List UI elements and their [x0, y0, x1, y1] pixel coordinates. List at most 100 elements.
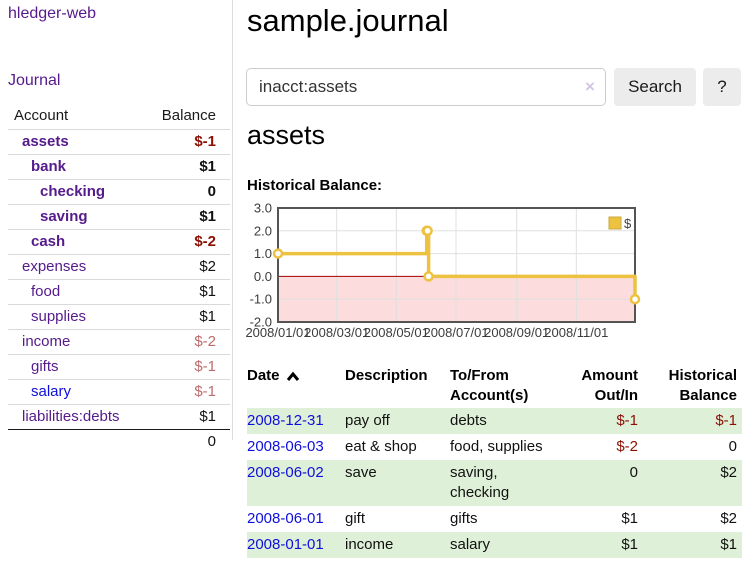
transaction-description: save — [345, 464, 377, 481]
account-row: supplies $1 — [8, 304, 230, 330]
transaction-balance: $2 — [720, 510, 737, 527]
help-button[interactable]: ? — [703, 68, 741, 106]
account-row: cash $-2 — [8, 229, 230, 255]
transaction-amount: $1 — [621, 536, 638, 553]
account-row: assets $-1 — [8, 130, 230, 155]
transaction-accounts: debts — [450, 412, 487, 429]
transaction-accounts: gifts — [450, 510, 478, 527]
account-balance: $1 — [199, 283, 216, 300]
transaction-amount: $-1 — [616, 412, 638, 429]
register-row: 2008-06-03 eat & shop food, supplies $-2 0 — [247, 434, 742, 460]
svg-text:2008/03/01: 2008/03/01 — [304, 325, 369, 340]
app-title[interactable]: hledger-web — [8, 5, 97, 22]
account-link[interactable]: supplies — [31, 308, 87, 325]
register-table: Date Description To/From Account(s) Amou… — [247, 364, 742, 558]
sort-asc-icon — [286, 371, 299, 381]
transaction-description: eat & shop — [345, 438, 417, 455]
register-header-description: Description — [345, 367, 428, 384]
account-balance: $-2 — [194, 233, 216, 250]
date-header-label: Date — [247, 367, 280, 384]
account-balance: $-1 — [194, 358, 216, 375]
transaction-amount: $1 — [621, 510, 638, 527]
register-row: 2008-06-01 gift gifts $1 $2 — [247, 506, 742, 532]
svg-text:$: $ — [624, 216, 632, 231]
account-balance: $1 — [199, 208, 216, 225]
transaction-accounts: food, supplies — [450, 438, 543, 455]
transaction-date-link[interactable]: 2008-06-02 — [247, 464, 324, 481]
accounts-table: Account Balance assets $-1 bank $1 checking 0… — [8, 103, 230, 454]
transaction-balance: $1 — [720, 536, 737, 553]
svg-text:2008/07/01: 2008/07/01 — [423, 325, 488, 340]
svg-text:2008/01/01: 2008/01/01 — [245, 325, 310, 340]
account-link[interactable]: gifts — [31, 358, 59, 375]
account-link[interactable]: bank — [31, 158, 67, 175]
svg-text:3.0: 3.0 — [254, 201, 272, 216]
transaction-date-link[interactable]: 2008-01-01 — [247, 536, 324, 553]
register-header-date[interactable]: Date — [247, 364, 345, 408]
account-balance: $-1 — [194, 383, 216, 400]
account-row: income $-2 — [8, 329, 230, 355]
transaction-accounts: saving, checking — [450, 464, 510, 501]
account-column-header: Account — [8, 103, 158, 130]
account-link[interactable]: liabilities:debts — [22, 408, 120, 425]
account-balance: 0 — [207, 183, 216, 200]
register-header-accounts: To/From Account(s) — [450, 367, 529, 404]
account-link[interactable]: income — [22, 333, 71, 350]
account-row: salary $-1 — [8, 379, 230, 405]
svg-text:2.0: 2.0 — [254, 223, 272, 238]
balance-column-header: Balance — [158, 103, 230, 130]
account-balance: $1 — [199, 408, 216, 425]
account-link[interactable]: expenses — [22, 258, 87, 275]
account-link[interactable]: salary — [31, 383, 72, 400]
transaction-description: gift — [345, 510, 366, 527]
search-input[interactable] — [246, 68, 606, 106]
transaction-accounts: salary — [450, 536, 491, 553]
accounts-total-value: 0 — [158, 429, 230, 454]
nav-journal-link[interactable]: Journal — [8, 72, 61, 89]
register-header-amount: Amount Out/In — [581, 367, 638, 404]
svg-text:0.0: 0.0 — [254, 269, 272, 284]
register-header-row: Date Description To/From Account(s) Amou… — [247, 364, 742, 408]
clear-search-icon[interactable]: × — [585, 77, 595, 96]
account-row: bank $1 — [8, 154, 230, 180]
account-row: expenses $2 — [8, 254, 230, 280]
account-link[interactable]: saving — [40, 208, 88, 225]
svg-text:-2.0: -2.0 — [250, 315, 272, 330]
svg-text:1.0: 1.0 — [254, 246, 272, 261]
transaction-amount: $-2 — [616, 438, 638, 455]
search-button[interactable]: Search — [614, 68, 696, 106]
account-balance: $2 — [199, 258, 216, 275]
transaction-description: income — [345, 536, 394, 553]
account-link[interactable]: food — [31, 283, 61, 300]
transaction-balance: 0 — [728, 438, 737, 455]
account-link[interactable]: assets — [22, 133, 69, 150]
svg-text:2008/09/01: 2008/09/01 — [484, 325, 549, 340]
account-row: saving $1 — [8, 204, 230, 230]
account-row: liabilities:debts $1 — [8, 404, 230, 430]
account-balance: $-1 — [194, 133, 216, 150]
accounts-total-row: 0 — [8, 429, 230, 454]
balance-chart[interactable]: $3.0 2.0 1.0 0.0 -1.0 -2.0 2008/01/01 2008/03/0… — [240, 200, 742, 350]
transaction-date-link[interactable]: 2008-06-03 — [247, 438, 324, 455]
account-page-title: assets — [247, 120, 326, 150]
page-title: sample.journal — [247, 3, 449, 38]
account-row: checking 0 — [8, 179, 230, 205]
account-link[interactable]: cash — [31, 233, 66, 250]
transaction-description: pay off — [345, 412, 390, 429]
svg-text:2008/05/01: 2008/05/01 — [364, 325, 429, 340]
transaction-balance: $-1 — [715, 412, 737, 429]
svg-text:2008/11/01: 2008/11/01 — [544, 325, 608, 340]
svg-text:-1.0: -1.0 — [250, 292, 272, 307]
register-row: 2008-06-02 save saving, checking 0 $2 — [247, 460, 742, 506]
transaction-amount: 0 — [629, 464, 638, 481]
register-header-balance: Historical Balance — [668, 367, 737, 404]
account-balance: $1 — [199, 158, 216, 175]
register-row: 2008-12-31 pay off debts $-1 $-1 — [247, 408, 742, 434]
transaction-date-link[interactable]: 2008-12-31 — [247, 412, 324, 429]
account-balance: $-2 — [194, 333, 216, 350]
account-link[interactable]: checking — [40, 183, 106, 200]
account-balance: $1 — [199, 308, 216, 325]
accounts-header-row: Account Balance — [8, 103, 230, 130]
transaction-date-link[interactable]: 2008-06-01 — [247, 510, 324, 527]
transaction-balance: $2 — [720, 464, 737, 481]
